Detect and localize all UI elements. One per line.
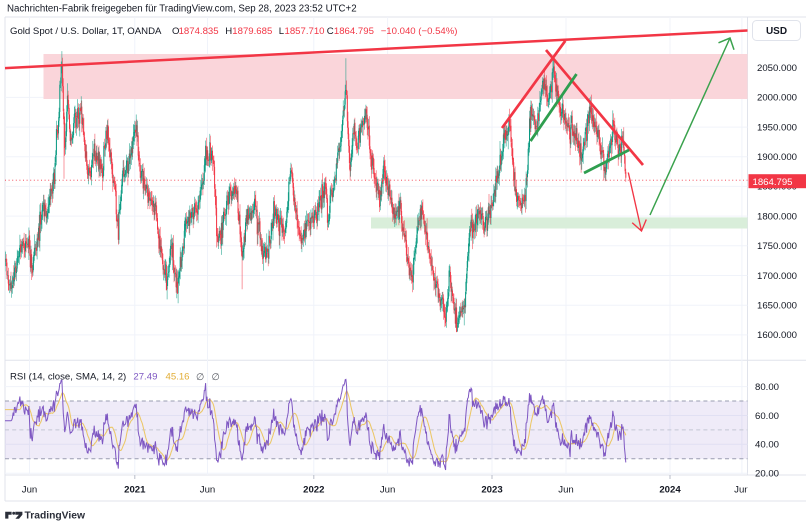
- svg-text:RSI (14, close, SMA, 14, 2): RSI (14, close, SMA, 14, 2): [10, 372, 126, 383]
- svg-text:Jun: Jun: [380, 485, 395, 496]
- svg-text:2021: 2021: [124, 485, 146, 496]
- svg-text:1600.000: 1600.000: [757, 330, 797, 341]
- svg-text:1750.000: 1750.000: [757, 241, 797, 252]
- svg-text:2022: 2022: [303, 485, 324, 496]
- svg-text:1900.000: 1900.000: [757, 152, 797, 163]
- svg-text:Gold Spot / U.S. Dollar, 1T, O: Gold Spot / U.S. Dollar, 1T, OANDA: [10, 26, 162, 37]
- svg-text:1700.000: 1700.000: [757, 271, 797, 282]
- svg-text:Nachrichten-Fabrik freigegeben: Nachrichten-Fabrik freigegeben für Tradi…: [7, 4, 357, 15]
- svg-text:∅: ∅: [212, 372, 220, 383]
- svg-text:1874.835: 1874.835: [179, 26, 219, 37]
- svg-text:45.16: 45.16: [166, 372, 190, 383]
- svg-text:USD: USD: [766, 26, 787, 37]
- svg-text:1864.795: 1864.795: [334, 26, 374, 37]
- svg-text:1864.795: 1864.795: [753, 177, 793, 188]
- svg-text:1950.000: 1950.000: [757, 122, 797, 133]
- svg-text:2023: 2023: [481, 485, 502, 496]
- svg-text:C: C: [327, 26, 334, 37]
- svg-text:2000.000: 2000.000: [757, 93, 797, 104]
- svg-text:H: H: [225, 26, 232, 37]
- svg-text:2050.000: 2050.000: [757, 63, 797, 74]
- svg-text:L: L: [279, 26, 285, 37]
- svg-text:Jun: Jun: [200, 485, 215, 496]
- svg-text:20.00: 20.00: [755, 469, 779, 480]
- svg-text:O: O: [172, 26, 179, 37]
- svg-text:1857.710: 1857.710: [285, 26, 325, 37]
- svg-text:1800.000: 1800.000: [757, 211, 797, 222]
- svg-text:TradingView: TradingView: [25, 511, 86, 522]
- svg-text:1879.685: 1879.685: [232, 26, 272, 37]
- svg-text:Jun: Jun: [558, 485, 573, 496]
- svg-text:∅: ∅: [196, 372, 204, 383]
- svg-text:Jun: Jun: [22, 485, 37, 496]
- svg-text:60.00: 60.00: [755, 411, 779, 422]
- svg-text:2024: 2024: [659, 485, 681, 496]
- svg-text:Jun: Jun: [734, 485, 749, 496]
- svg-text:80.00: 80.00: [755, 382, 779, 393]
- svg-text:1650.000: 1650.000: [757, 301, 797, 312]
- svg-text:40.00: 40.00: [755, 440, 779, 451]
- svg-text:27.49: 27.49: [133, 372, 157, 383]
- svg-text:−10.040 (−0.54%): −10.040 (−0.54%): [381, 26, 458, 37]
